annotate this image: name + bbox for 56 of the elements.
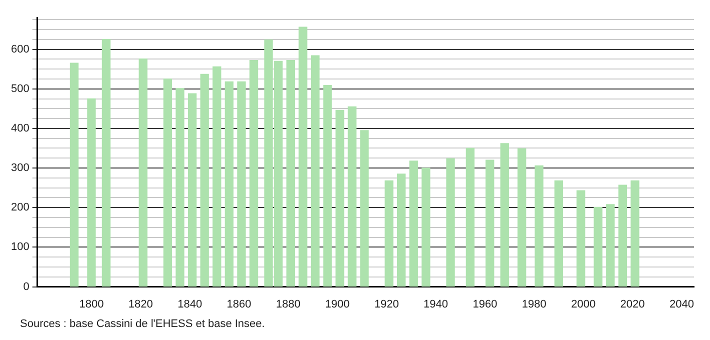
source-note: Sources : base Cassini de l'EHESS et base Insee.: [20, 318, 266, 330]
bar: [360, 130, 369, 287]
x-tick-label: 2040: [669, 298, 694, 310]
y-tick-label: 100: [10, 241, 30, 254]
bar: [397, 174, 406, 287]
bar: [87, 98, 96, 287]
bar: [163, 78, 172, 287]
bar: [224, 81, 234, 287]
bar: [70, 62, 79, 287]
bar: [176, 88, 184, 287]
x-tick-label: 1940: [424, 298, 448, 310]
x-tick-label: 1900: [325, 298, 350, 310]
bar: [422, 168, 430, 287]
x-tick-label: 1920: [374, 298, 399, 310]
y-tick-label: 600: [10, 43, 30, 56]
bar: [446, 158, 455, 287]
bar: [336, 110, 344, 287]
bar: [298, 26, 308, 287]
bar: [486, 160, 494, 287]
bar: [323, 84, 332, 287]
bar: [384, 180, 394, 287]
x-tick-label: 1880: [276, 298, 300, 310]
bar: [138, 58, 148, 287]
bar: [466, 148, 475, 287]
x-tick-label: 1960: [472, 298, 498, 310]
bar: [500, 143, 509, 287]
bar: [237, 81, 246, 287]
x-tick-label: 1840: [178, 298, 202, 310]
y-tick-label: 500: [10, 82, 30, 95]
x-tick-label: 2000: [571, 298, 596, 310]
bar: [249, 60, 258, 287]
bar: [409, 160, 418, 287]
bar: [212, 66, 222, 287]
bar: [576, 190, 586, 287]
x-tick-label: 1820: [128, 298, 153, 310]
bar: [594, 206, 602, 287]
y-tick-label: 200: [10, 202, 30, 214]
bar: [606, 204, 615, 287]
bar: [554, 180, 564, 287]
x-tick-label: 1800: [79, 298, 104, 310]
bar: [200, 74, 209, 287]
x-tick-label: 1860: [226, 298, 252, 310]
y-tick-label: 0: [23, 280, 30, 293]
x-tick-label: 1980: [522, 298, 546, 310]
bar: [286, 60, 295, 287]
bar: [518, 148, 526, 287]
bar: [630, 180, 640, 287]
x-tick-label: 2020: [620, 298, 645, 310]
bar: [188, 93, 197, 287]
y-tick-label: 300: [10, 162, 30, 174]
y-tick-label: 400: [10, 122, 30, 134]
bar: [348, 106, 356, 287]
bar: [534, 165, 544, 287]
bar: [618, 184, 628, 287]
bar: [310, 55, 320, 287]
bar: [102, 39, 111, 287]
